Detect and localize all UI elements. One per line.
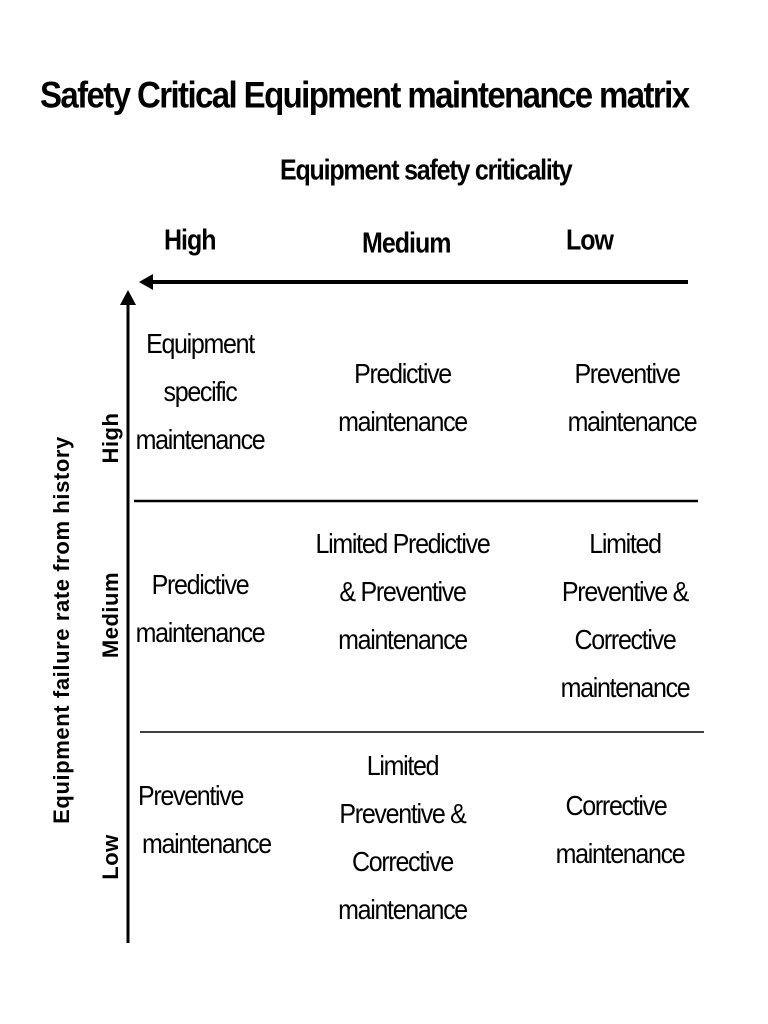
cell-line: Preventive	[138, 780, 244, 812]
cell-line: maintenance	[567, 406, 698, 438]
row-label-high: High	[98, 412, 123, 464]
cell-line: Predictive	[354, 358, 452, 390]
y-axis-arrow-icon	[120, 290, 136, 943]
matrix-cell-low-high: Preventive maintenance	[134, 772, 274, 868]
y-axis-title: Equipment failure rate from history	[49, 436, 74, 824]
cell-line: Limited	[366, 750, 440, 782]
x-axis-arrow-icon	[139, 274, 688, 290]
cell-line: maintenance	[555, 838, 686, 870]
row-label-low: Low	[98, 834, 123, 880]
cell-line: maintenance	[135, 424, 266, 456]
matrix-cell-low-low: Corrective maintenance	[540, 782, 700, 878]
cell-line: maintenance	[560, 672, 691, 704]
cell-line: Predictive	[151, 569, 250, 601]
cell-line: Preventive &	[561, 576, 689, 608]
cell-line: maintenance	[338, 624, 468, 656]
column-label-high: High	[164, 224, 217, 257]
cell-line: Preventive &	[339, 798, 466, 830]
cell-line: specific	[163, 376, 238, 408]
cell-line: Corrective	[352, 846, 454, 878]
row-label-medium: Medium	[98, 571, 123, 659]
matrix-cell-high-medium: Predictive maintenance	[320, 350, 485, 446]
cell-line: Equipment	[146, 328, 255, 360]
cell-line: maintenance	[338, 894, 468, 926]
cell-line: maintenance	[142, 828, 272, 860]
cell-line: maintenance	[338, 406, 468, 438]
cell-line: Corrective	[574, 624, 677, 656]
cell-line: Limited Predictive	[315, 528, 491, 560]
cell-line: Preventive	[574, 358, 680, 390]
matrix-cell-medium-medium: Limited Predictive & Preventive maintena…	[305, 520, 500, 664]
matrix-cell-low-medium: Limited Preventive & Corrective maintena…	[320, 742, 485, 934]
matrix-cell-high-low: Preventive maintenance	[552, 350, 712, 446]
cell-line: maintenance	[135, 617, 266, 649]
cell-line: Limited	[589, 528, 662, 560]
page-title: Safety Critical Equipment maintenance ma…	[40, 74, 690, 116]
matrix-cell-high-high: Equipment specific maintenance	[130, 320, 270, 464]
matrix-cell-medium-low: Limited Preventive & Corrective maintena…	[545, 520, 705, 712]
x-axis-title: Equipment safety criticality	[280, 154, 573, 187]
column-label-medium: Medium	[362, 227, 451, 260]
cell-line: & Preventive	[339, 576, 466, 608]
matrix-cell-medium-high: Predictive maintenance	[130, 561, 270, 657]
cell-line: Corrective	[565, 790, 668, 822]
column-label-low: Low	[566, 224, 614, 257]
